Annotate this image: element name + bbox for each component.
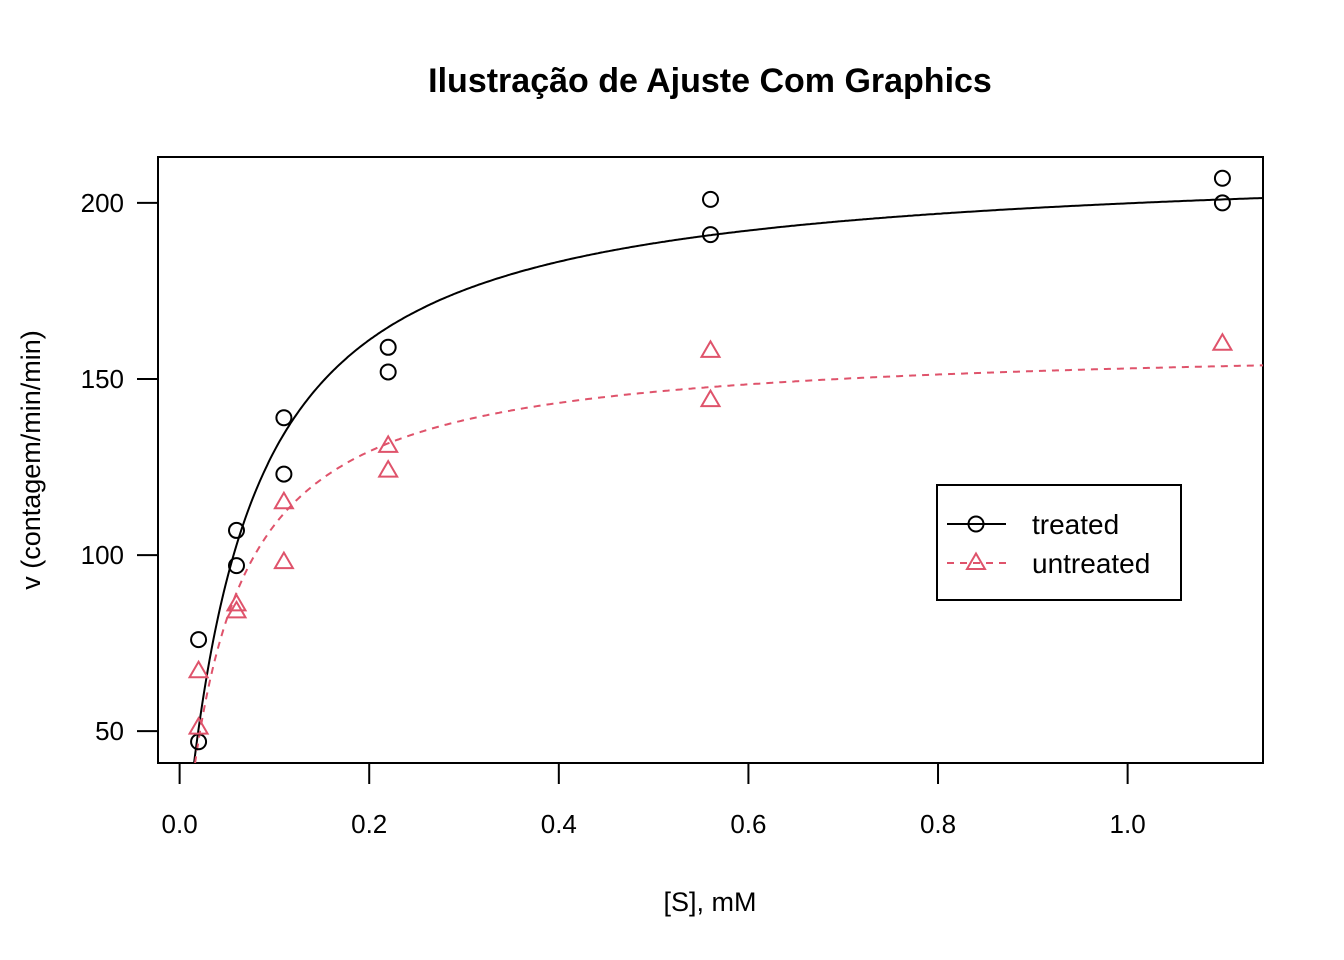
legend-label-untreated: untreated <box>1032 548 1150 579</box>
data-point-treated <box>275 409 293 427</box>
data-point-untreated <box>377 459 399 478</box>
x-tick-label: 0.2 <box>351 809 387 839</box>
legend-box <box>936 484 1182 601</box>
y-tick-label: 50 <box>95 716 124 746</box>
data-point-untreated <box>1211 332 1234 351</box>
data-point-untreated <box>273 490 295 510</box>
data-point-treated <box>227 521 245 539</box>
legend-marker-untreated <box>965 551 987 570</box>
x-tick-label: 1.0 <box>1110 809 1146 839</box>
y-tick-label: 200 <box>81 188 124 218</box>
data-point-treated <box>702 190 719 208</box>
y-axis-label: v (contagem/min/min) <box>16 330 46 590</box>
legend-marker-treated <box>967 515 985 533</box>
x-tick-label: 0.4 <box>541 809 577 839</box>
x-tick-label: 0.6 <box>730 809 766 839</box>
y-axis: 50 100 150 200 <box>81 188 159 746</box>
fit-curve-treated <box>193 197 1263 763</box>
legend-label-treated: treated <box>1032 509 1119 540</box>
data-point-untreated <box>187 716 210 735</box>
x-axis: 0.0 0.2 0.4 0.6 0.8 1.0 <box>162 762 1146 839</box>
legend: treated untreated <box>936 484 1182 601</box>
data-point-untreated <box>273 550 295 570</box>
data-points <box>187 169 1234 751</box>
x-tick-label: 0.0 <box>162 809 198 839</box>
x-tick-label: 0.8 <box>920 809 956 839</box>
data-point-treated <box>1213 194 1231 212</box>
chart-title: Ilustração de Ajuste Com Graphics <box>428 62 992 100</box>
data-point-untreated <box>699 339 722 358</box>
data-point-treated <box>190 631 208 649</box>
y-tick-label: 150 <box>81 364 124 394</box>
fit-curve-untreated <box>194 364 1263 763</box>
fit-curves <box>193 197 1263 763</box>
x-axis-label: [S], mM <box>664 887 757 917</box>
data-point-untreated <box>225 592 248 612</box>
data-point-treated <box>702 226 719 244</box>
data-point-treated <box>227 557 245 575</box>
data-point-untreated <box>377 434 399 453</box>
data-point-treated <box>1213 169 1231 187</box>
data-point-treated <box>379 363 397 381</box>
data-point-treated <box>379 338 397 356</box>
data-point-treated <box>275 465 293 483</box>
data-point-untreated <box>187 659 210 679</box>
y-tick-label: 100 <box>81 540 124 570</box>
plot-frame <box>157 156 1264 764</box>
data-point-untreated <box>699 388 722 408</box>
